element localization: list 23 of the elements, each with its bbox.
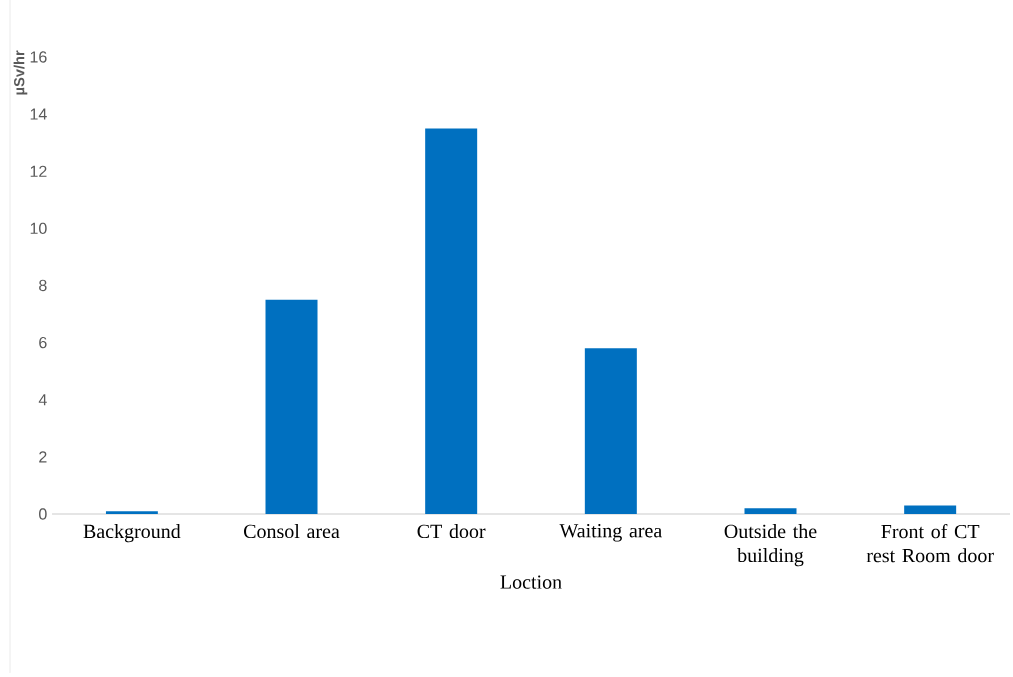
y-tick-label: 14 — [30, 108, 47, 120]
y-axis-title: µSv/hr — [13, 50, 28, 95]
x-tick-label: Outside the building — [724, 524, 817, 567]
x-tick-label: Background — [83, 524, 181, 543]
x-tick-label: CT door — [417, 524, 486, 539]
bar — [744, 508, 797, 514]
bar — [584, 348, 637, 514]
y-tick-label: 8 — [39, 279, 47, 292]
x-tick-label: Front of CT rest Room door — [866, 524, 994, 563]
y-tick-label: 6 — [39, 336, 47, 349]
y-tick-label: 10 — [30, 222, 47, 235]
y-tick-label: 16 — [30, 51, 47, 63]
bar — [425, 128, 478, 514]
bar — [904, 505, 957, 514]
bar — [265, 299, 318, 514]
y-tick-label: 2 — [39, 451, 47, 463]
x-tick-label: Consol area — [244, 524, 340, 539]
y-tick-label: 0 — [39, 508, 47, 520]
x-axis-title: Loction — [500, 575, 562, 589]
bar — [105, 511, 158, 514]
y-tick-label: 12 — [30, 165, 47, 177]
y-tick-label: 4 — [38, 394, 47, 406]
x-tick-label: Waiting area — [559, 524, 662, 542]
